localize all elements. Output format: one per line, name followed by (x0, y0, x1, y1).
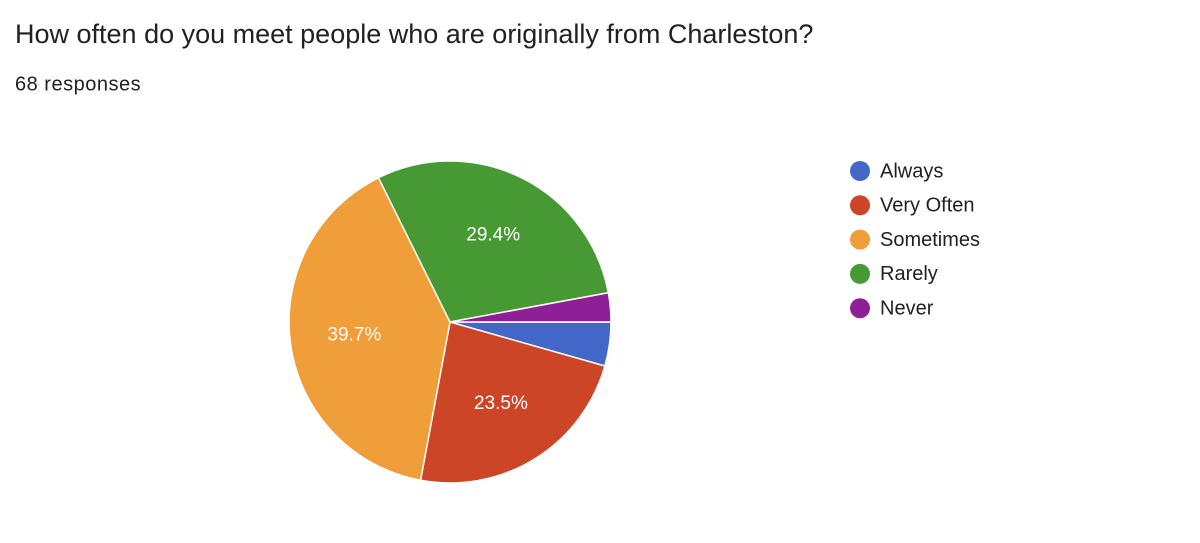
legend-label: Always (880, 160, 943, 182)
slice-label: 29.4% (466, 225, 520, 246)
legend-label: Never (880, 297, 934, 319)
chart-subtitle: 68 responses (15, 73, 141, 95)
pie-slice (288, 176, 451, 482)
legend-swatch (850, 263, 870, 284)
pie-slice (419, 321, 606, 484)
slice-label: 39.7% (327, 324, 381, 345)
slice-label: 23.5% (474, 393, 528, 414)
legend-swatch (850, 195, 870, 216)
legend-label: Sometimes (880, 229, 980, 251)
chart-title: How often do you meet people who are ori… (15, 19, 813, 49)
pie-slice (449, 291, 612, 323)
legend-swatch (850, 161, 870, 181)
pie-slice (377, 160, 610, 323)
legend-label: Rarely (880, 263, 938, 285)
legend-swatch (850, 229, 870, 250)
legend-swatch (850, 298, 870, 319)
legend-label: Very Often (880, 195, 975, 217)
